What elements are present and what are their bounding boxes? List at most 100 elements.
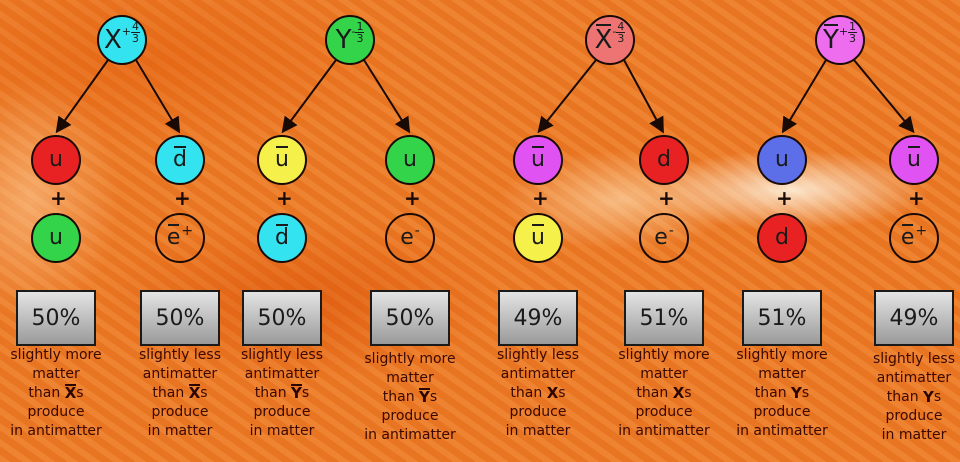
charge-sign: -	[351, 24, 356, 38]
caption-line: matter	[640, 366, 688, 382]
caption-particle: X	[546, 384, 559, 402]
plus-sign: +	[50, 186, 67, 210]
caption-line: antimatter	[500, 366, 576, 382]
caption-line: antimatter	[876, 370, 952, 386]
caption-line: produce	[509, 404, 567, 420]
product-particle-bottom: d	[757, 213, 807, 263]
plus-sign: +	[908, 186, 925, 210]
caption-line: produce	[151, 404, 209, 420]
plus-sign: +	[532, 186, 549, 210]
caption-suffix: s	[801, 385, 810, 401]
caption-line: in antimatter	[736, 423, 828, 439]
percentage-box: 50%	[140, 290, 220, 346]
caption-line: in antimatter	[10, 423, 102, 439]
product-particle-bottom: u	[513, 213, 563, 263]
caption-line: in matter	[881, 427, 947, 443]
caption-line: produce	[381, 408, 439, 424]
charge-sign: +	[838, 24, 849, 38]
charge-sign: +	[915, 223, 928, 239]
particle-symbol: e	[166, 224, 181, 250]
charge-denominator: 3	[356, 31, 364, 45]
percentage-box: 50%	[242, 290, 322, 346]
caption-line: slightly more	[618, 347, 710, 363]
product-particle-bottom: d	[257, 213, 307, 263]
product-particle-bottom: e-	[639, 213, 689, 263]
caption-line: slightly more	[364, 351, 456, 367]
particle-symbol: u	[775, 147, 789, 172]
caption-line: slightly less	[872, 351, 956, 367]
caption-line: slightly more	[10, 347, 102, 363]
charge-numerator: 1	[848, 19, 858, 33]
decay-arrow	[623, 59, 664, 134]
decay-arrow	[135, 59, 181, 134]
particle-symbol: d	[775, 225, 789, 250]
caption-line: in antimatter	[618, 423, 710, 439]
percentage-box: 50%	[370, 290, 450, 346]
product-particle-top: u	[889, 135, 939, 185]
caption-than: than	[636, 385, 673, 401]
product-particle-top: u	[513, 135, 563, 185]
charge-sign: -	[414, 223, 420, 239]
parent-particle: X +4 3	[97, 15, 147, 65]
product-particle-bottom: e +	[155, 213, 205, 263]
caption-line: in matter	[147, 423, 213, 439]
charge-numerator: 1	[355, 19, 365, 33]
percentage-box: 50%	[16, 290, 96, 346]
product-particle-bottom: u	[31, 213, 81, 263]
caption-than: than	[28, 385, 65, 401]
decay-arrow	[281, 59, 337, 134]
charge-denominator: 3	[617, 31, 625, 45]
parent-particle: Y +1 3	[815, 15, 865, 65]
product-particle-top: d	[155, 135, 205, 185]
plus-sign: +	[276, 186, 293, 210]
caption-suffix: s	[558, 385, 566, 401]
product-particle-top: d	[639, 135, 689, 185]
caption-particle: X	[64, 384, 77, 402]
charge-numerator: 4	[616, 19, 626, 33]
charge-sign: -	[668, 223, 674, 239]
particle-symbol: u	[907, 146, 921, 172]
decay-arrow	[363, 59, 411, 134]
caption-line: in antimatter	[364, 427, 456, 443]
caption-particle: X	[672, 384, 685, 402]
decay-arrow	[781, 59, 827, 134]
caption-line: produce	[753, 404, 811, 420]
particle-symbol: d	[173, 146, 187, 172]
caption-line: produce	[885, 408, 943, 424]
product-particle-top: u	[31, 135, 81, 185]
product-particle-bottom: e +	[889, 213, 939, 263]
caption-line: produce	[635, 404, 693, 420]
charge-denominator: 3	[849, 31, 857, 45]
particle-symbol: d	[657, 147, 671, 172]
caption-suffix: s	[301, 385, 310, 401]
caption-particle: X	[188, 384, 201, 402]
decay-arrow	[537, 59, 597, 134]
caption-suffix: s	[933, 389, 942, 405]
particle-symbol: d	[275, 224, 289, 250]
caption-line: slightly more	[736, 347, 828, 363]
caption-particle: Y	[291, 384, 302, 402]
caption-suffix: s	[429, 389, 438, 405]
caption-line: matter	[32, 366, 80, 382]
plus-sign: +	[658, 186, 675, 210]
caption-line: slightly less	[138, 347, 222, 363]
caption-suffix: s	[76, 385, 84, 401]
percentage-box: 49%	[498, 290, 578, 346]
caption-than: than	[254, 385, 292, 401]
caption-suffix: s	[684, 385, 692, 401]
